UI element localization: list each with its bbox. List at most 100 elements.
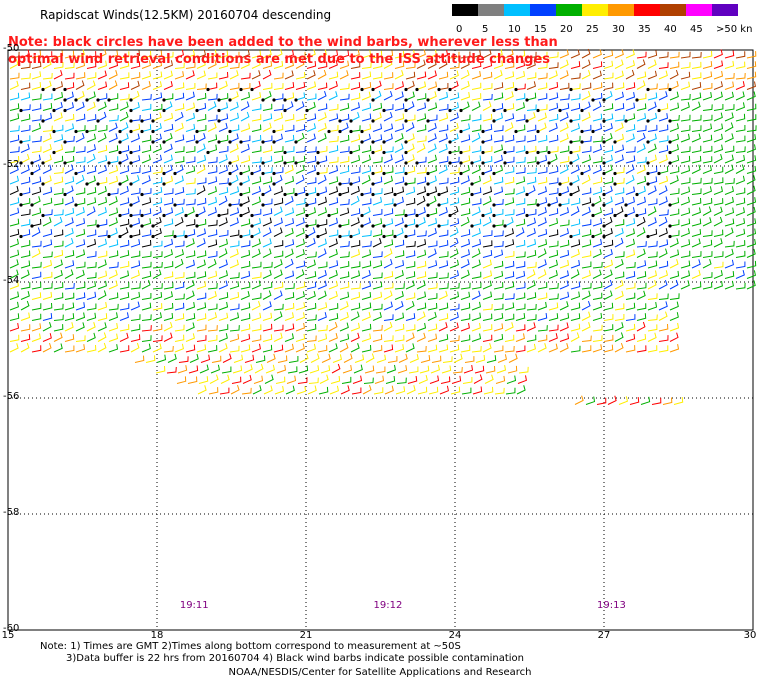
wind-barb bbox=[287, 366, 298, 374]
wind-barb bbox=[361, 82, 372, 90]
wind-barb bbox=[614, 251, 625, 258]
wind-barb bbox=[218, 280, 228, 290]
wind-barb bbox=[295, 101, 305, 111]
wind-barb bbox=[119, 292, 130, 300]
wind-barb bbox=[284, 196, 294, 206]
wind-barb bbox=[372, 260, 383, 269]
wind-barb bbox=[141, 279, 151, 290]
wind-barb bbox=[229, 101, 239, 111]
wind-barb bbox=[273, 281, 284, 290]
wind-barb bbox=[735, 72, 746, 80]
wind-barb bbox=[196, 59, 206, 69]
flag-circle bbox=[261, 161, 265, 165]
wind-barb bbox=[207, 122, 217, 132]
wind-barb bbox=[306, 146, 317, 153]
wind-barb bbox=[75, 249, 86, 258]
wind-barb bbox=[669, 166, 680, 174]
flag-circle bbox=[162, 108, 166, 113]
wind-barb bbox=[471, 82, 482, 90]
wind-barb bbox=[141, 343, 151, 353]
wind-barb bbox=[9, 164, 19, 174]
wind-barb bbox=[64, 185, 74, 195]
wind-barb bbox=[185, 333, 195, 342]
wind-barb bbox=[735, 261, 746, 269]
wind-barb bbox=[383, 321, 393, 332]
wind-barb bbox=[361, 206, 371, 216]
wind-barb bbox=[647, 124, 658, 132]
wind-barb bbox=[625, 69, 635, 80]
wind-barb bbox=[438, 124, 449, 132]
wind-barb bbox=[746, 114, 757, 122]
wind-barb bbox=[163, 249, 173, 258]
wind-barb bbox=[163, 124, 174, 132]
wind-barb bbox=[442, 356, 453, 363]
wind-barb bbox=[185, 49, 195, 59]
wind-barb bbox=[328, 321, 338, 332]
wind-barb bbox=[636, 186, 646, 195]
wind-barb bbox=[119, 101, 129, 111]
wind-barb bbox=[746, 218, 757, 227]
wind-barb bbox=[361, 217, 371, 227]
wind-barb bbox=[119, 345, 130, 353]
wind-barb bbox=[504, 166, 515, 174]
wind-barb bbox=[163, 207, 174, 216]
wind-barb bbox=[284, 258, 294, 269]
wind-barb bbox=[482, 113, 493, 122]
wind-barb bbox=[518, 366, 529, 374]
wind-barb bbox=[273, 303, 284, 311]
wind-barb bbox=[361, 91, 371, 101]
flag-circle bbox=[272, 171, 276, 176]
wind-barb bbox=[185, 70, 195, 80]
wind-barb bbox=[273, 240, 284, 248]
flag-circle bbox=[448, 161, 452, 165]
wind-barb bbox=[350, 332, 360, 342]
wind-barb bbox=[174, 258, 184, 269]
wind-barb bbox=[339, 198, 350, 206]
wind-barb bbox=[504, 82, 515, 90]
wind-barb bbox=[724, 178, 735, 185]
wind-barb bbox=[559, 93, 570, 101]
flag-circle bbox=[217, 140, 221, 144]
wind-barb bbox=[438, 71, 449, 80]
wind-barb bbox=[515, 282, 526, 290]
wind-barb bbox=[119, 250, 130, 258]
wind-barb bbox=[537, 82, 548, 90]
flag-circle bbox=[382, 224, 386, 228]
wind-barb bbox=[284, 124, 295, 132]
wind-barb bbox=[229, 155, 240, 164]
wind-barb bbox=[691, 51, 702, 59]
wind-barb bbox=[318, 386, 329, 395]
footer-line-2: 3)Data buffer is 22 hrs from 20160704 4)… bbox=[66, 653, 524, 664]
flag-circle bbox=[305, 224, 309, 228]
wind-barb bbox=[515, 333, 525, 342]
wind-barb bbox=[614, 332, 624, 342]
wind-barb bbox=[702, 165, 712, 174]
wind-barb bbox=[647, 280, 657, 290]
wind-barb bbox=[559, 145, 570, 153]
flag-circle bbox=[360, 129, 364, 134]
wind-barb bbox=[526, 72, 537, 80]
wind-barb bbox=[493, 345, 504, 353]
flag-circle bbox=[514, 87, 518, 92]
wind-barb bbox=[724, 164, 734, 174]
wind-barb bbox=[405, 208, 416, 216]
wind-barb bbox=[383, 123, 394, 132]
wind-barb bbox=[196, 344, 207, 353]
wind-barb bbox=[614, 103, 625, 111]
wind-barb bbox=[713, 49, 723, 59]
wind-barb bbox=[647, 133, 657, 143]
wind-barb bbox=[42, 186, 53, 195]
flag-circle bbox=[118, 213, 122, 218]
wind-barb bbox=[570, 49, 580, 59]
wind-barb bbox=[680, 133, 690, 143]
wind-barb bbox=[658, 279, 668, 290]
wind-barb bbox=[460, 175, 470, 185]
wind-barb bbox=[9, 51, 20, 59]
wind-barb bbox=[340, 385, 350, 395]
flag-circle bbox=[305, 234, 309, 239]
wind-barb bbox=[592, 136, 603, 143]
wind-barb bbox=[306, 113, 317, 122]
wind-barb bbox=[251, 300, 261, 311]
wind-barb bbox=[570, 135, 581, 143]
wind-barb bbox=[405, 71, 416, 80]
